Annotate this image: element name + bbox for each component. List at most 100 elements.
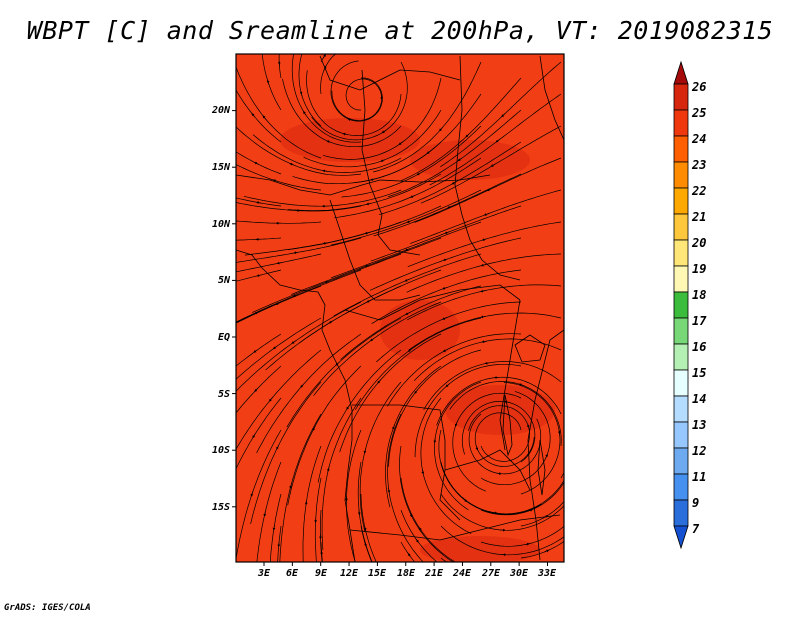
streamline-arrow [269,397,273,402]
colorbar-label-24: 24 [692,132,707,146]
streamline-arrow [326,140,332,144]
streamline-arrow [405,312,411,315]
colorbar-label-11: 11 [692,470,707,484]
warm-patch-south [420,536,540,562]
border-sahel [236,174,491,196]
streamline-arrow [323,65,327,71]
border-sudan [454,55,521,281]
border-chad [361,69,421,256]
streamline-arrow [457,157,463,162]
border-zambia [444,449,531,491]
colorbar-label-15: 15 [692,366,707,380]
streamline-arrow [364,541,367,547]
lat-label-15n: 15N [211,162,230,173]
streamline-arrow [416,172,422,176]
streamline-arrow [342,132,348,136]
colorbar-segment [673,265,689,293]
streamline-arrow [545,453,548,459]
streamline-arrow [347,118,353,121]
streamline-arrow [369,337,375,342]
lon-label-33e: 33E [537,568,557,579]
streamline-arrow [433,437,437,444]
colorbar-segment [673,447,689,475]
colorbar [673,60,689,550]
streamline-arrow [518,383,524,387]
colorbar-segment [673,395,689,423]
colorbar-label-16: 16 [692,340,707,354]
streamline-arrow [490,163,496,167]
lon-label-30e: 30E [509,568,529,579]
streamline-arrow [255,201,262,205]
streamline-arrow [272,179,279,182]
streamline-arrow [492,511,498,515]
streamline-arrow [501,113,506,118]
horn-coast [539,55,564,141]
colorbar-segment [673,187,689,215]
streamline-arrow [324,280,331,284]
streamline-arrow [454,421,458,427]
lon-label-12e: 12E [339,568,359,579]
colorbar-label-17: 17 [692,314,707,328]
streamline-arrow [365,202,372,206]
streamline-arrow [495,138,501,143]
streamline-arrow [407,348,413,352]
streamline-arrow [451,181,457,185]
streamline-arrow [409,512,413,518]
streamline-arrow [322,241,328,245]
streamline-arrow [262,115,267,120]
streamline-arrow [253,349,259,353]
streamline-arrow [486,188,492,192]
colorbar-label-18: 18 [692,288,707,302]
streamline-arrow [364,264,371,268]
warm-patches [280,118,555,562]
streamline-arrow [406,220,412,223]
country-borders [236,55,564,562]
coastline-west [236,249,356,562]
border-angola [352,404,461,521]
colorbar-segment [673,473,689,501]
colorbar-segment [673,421,689,449]
streamline-arrow [254,162,260,165]
lat-label-10n: 10N [211,219,230,230]
streamline-arrow [398,141,404,146]
streamline-arrow [328,320,334,324]
colorbar-label-25: 25 [692,106,707,120]
colorbar-top-triangle [673,60,689,85]
streamline-arrow [299,90,303,97]
streamline-arrow [381,129,387,134]
colorbar-segment [673,83,689,111]
border-drc-east [499,299,521,451]
streamline-arrow [392,424,395,430]
streamline-arrow [504,400,510,404]
colorbar-label-9: 9 [692,496,700,510]
streamline-arrow [415,538,419,543]
streamline-arrow [481,238,488,241]
colorbar-label-13: 13 [692,418,707,432]
lon-label-18e: 18E [396,568,416,579]
colorbar-segment [673,317,689,345]
streamline-arrow [263,511,267,517]
streamline-arrow [293,251,299,255]
streamline-arrow [276,444,280,450]
streamline-arrow [418,526,422,531]
colorbar-segment [673,213,689,241]
streamline-arrow [465,133,470,138]
streamline-arrow [380,159,386,162]
streamline-arrow [524,542,530,546]
streamline-arrow [480,315,486,319]
streamline-arrow [462,498,468,502]
streamline-arrow [527,508,534,512]
colorbar-label-26: 26 [692,80,707,94]
warm-patch-north [280,118,420,162]
streamline-arrow [410,195,416,198]
chart-title: WBPT [C] and Sreamline at 200hPa, VT: 20… [26,16,774,45]
colorbar-label-12: 12 [692,444,707,458]
streamline-arrow [291,340,296,344]
streamline-arrow [252,433,256,439]
streamline-arrow [272,345,278,350]
streamline-arrow [483,213,489,216]
colorbar-label-19: 19 [692,262,707,276]
streamline-arrow [312,426,316,431]
lat-label-15s: 15S [211,502,230,513]
streamline-arrow [289,483,293,489]
